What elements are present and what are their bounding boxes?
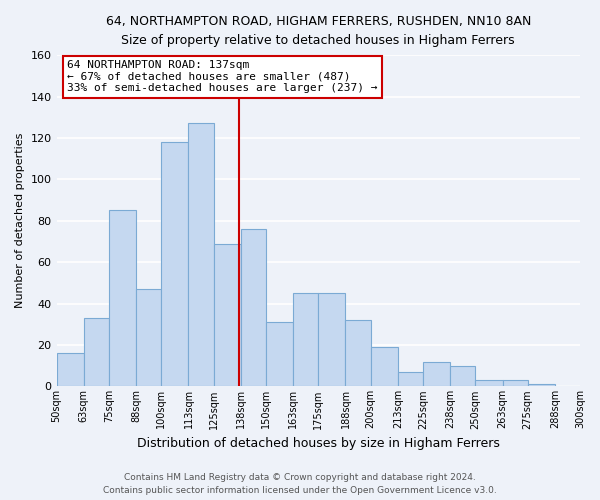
Bar — [503, 380, 527, 386]
Bar — [450, 366, 475, 386]
Y-axis label: Number of detached properties: Number of detached properties — [15, 133, 25, 308]
Bar — [214, 244, 241, 386]
Bar — [84, 318, 109, 386]
Text: Contains HM Land Registry data © Crown copyright and database right 2024.
Contai: Contains HM Land Registry data © Crown c… — [103, 474, 497, 495]
X-axis label: Distribution of detached houses by size in Higham Ferrers: Distribution of detached houses by size … — [137, 437, 500, 450]
Title: 64, NORTHAMPTON ROAD, HIGHAM FERRERS, RUSHDEN, NN10 8AN
Size of property relativ: 64, NORTHAMPTON ROAD, HIGHAM FERRERS, RU… — [106, 15, 531, 47]
Bar — [371, 347, 398, 387]
Bar — [109, 210, 136, 386]
Text: 64 NORTHAMPTON ROAD: 137sqm
← 67% of detached houses are smaller (487)
33% of se: 64 NORTHAMPTON ROAD: 137sqm ← 67% of det… — [67, 60, 377, 94]
Bar — [398, 372, 423, 386]
Bar — [346, 320, 371, 386]
Bar — [293, 293, 318, 386]
Bar — [136, 289, 161, 386]
Bar — [527, 384, 555, 386]
Bar — [423, 362, 450, 386]
Bar — [475, 380, 503, 386]
Bar — [241, 229, 266, 386]
Bar — [266, 322, 293, 386]
Bar — [188, 124, 214, 386]
Bar — [318, 293, 346, 386]
Bar — [161, 142, 188, 386]
Bar — [56, 354, 84, 386]
